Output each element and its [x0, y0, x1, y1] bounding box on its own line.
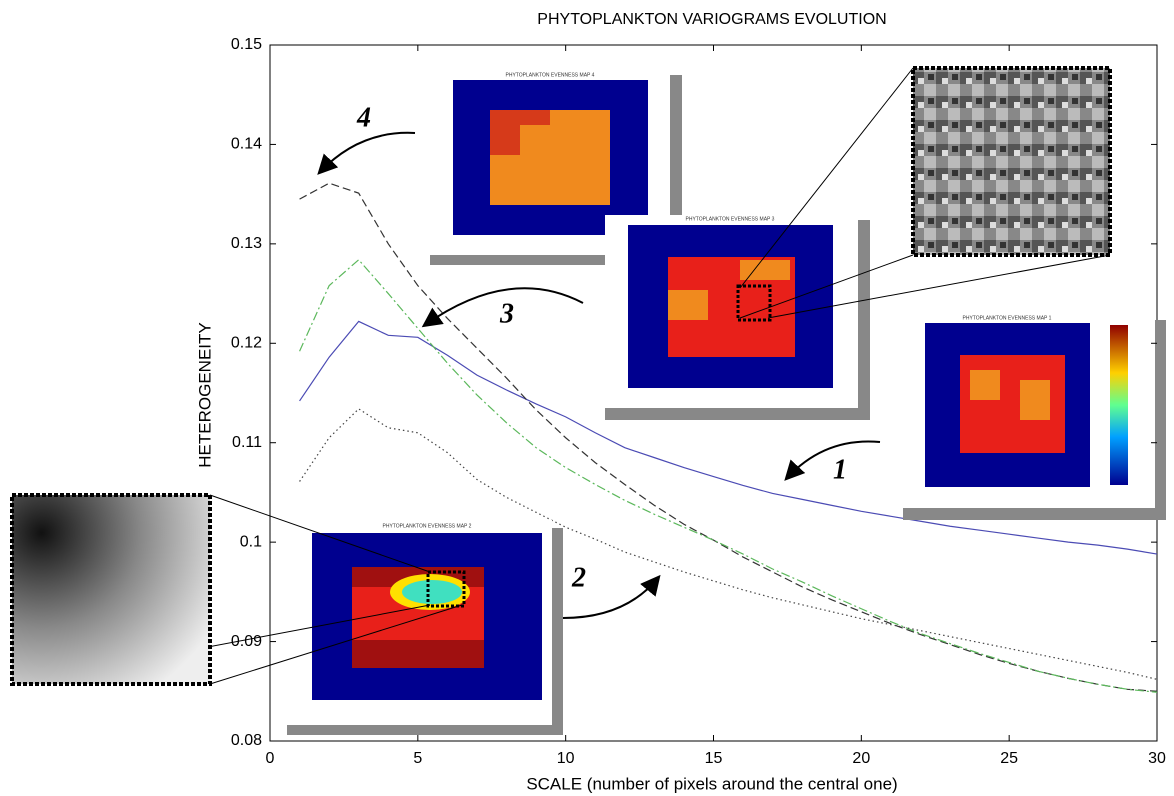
- x-tick-label: 20: [852, 750, 870, 767]
- y-tick-label: 0.14: [231, 136, 262, 153]
- inset-title: PHYTOPLANKTON EVENNESS MAP 4: [506, 72, 595, 78]
- inset-title: PHYTOPLANKTON EVENNESS MAP 1: [963, 315, 1052, 321]
- x-tick-label: 15: [705, 750, 723, 767]
- x-tick-label: 5: [413, 750, 422, 767]
- y-tick-label: 0.13: [231, 235, 262, 252]
- y-axis-label: HETEROGENEITY: [195, 322, 214, 467]
- annotation: 3: [499, 298, 514, 329]
- chart: PHYTOPLANKTON VARIOGRAMS EVOLUTION SCALE…: [0, 0, 1174, 796]
- annotation: 4: [356, 102, 371, 133]
- inset-title: PHYTOPLANKTON EVENNESS MAP 3: [686, 216, 775, 222]
- y-tick-label: 0.1: [240, 533, 262, 550]
- inset-map-1: PHYTOPLANKTON EVENNESS MAP 1: [900, 315, 1166, 520]
- y-tick-label: 0.12: [231, 335, 262, 352]
- annotation: 2: [571, 562, 586, 593]
- x-tick-label: 10: [557, 750, 575, 767]
- y-tick-label: 0.15: [231, 36, 262, 53]
- inset-title: PHYTOPLANKTON EVENNESS MAP 2: [383, 523, 472, 529]
- y-tick-label: 0.09: [231, 633, 262, 650]
- inset-map-2: PHYTOPLANKTON EVENNESS MAP 2: [287, 520, 563, 735]
- x-tick-label: 30: [1148, 750, 1166, 767]
- y-tick-label: 0.08: [231, 732, 262, 749]
- y-tick-label: 0.11: [232, 434, 262, 451]
- x-axis-label: SCALE (number of pixels around the centr…: [526, 774, 897, 793]
- page: PHYTOPLANKTON VARIOGRAMS EVOLUTION SCALE…: [0, 0, 1174, 796]
- chart-title: PHYTOPLANKTON VARIOGRAMS EVOLUTION: [537, 11, 886, 28]
- x-tick-label: 0: [266, 750, 275, 767]
- annotation: 1: [833, 454, 847, 485]
- x-tick-label: 25: [1000, 750, 1018, 767]
